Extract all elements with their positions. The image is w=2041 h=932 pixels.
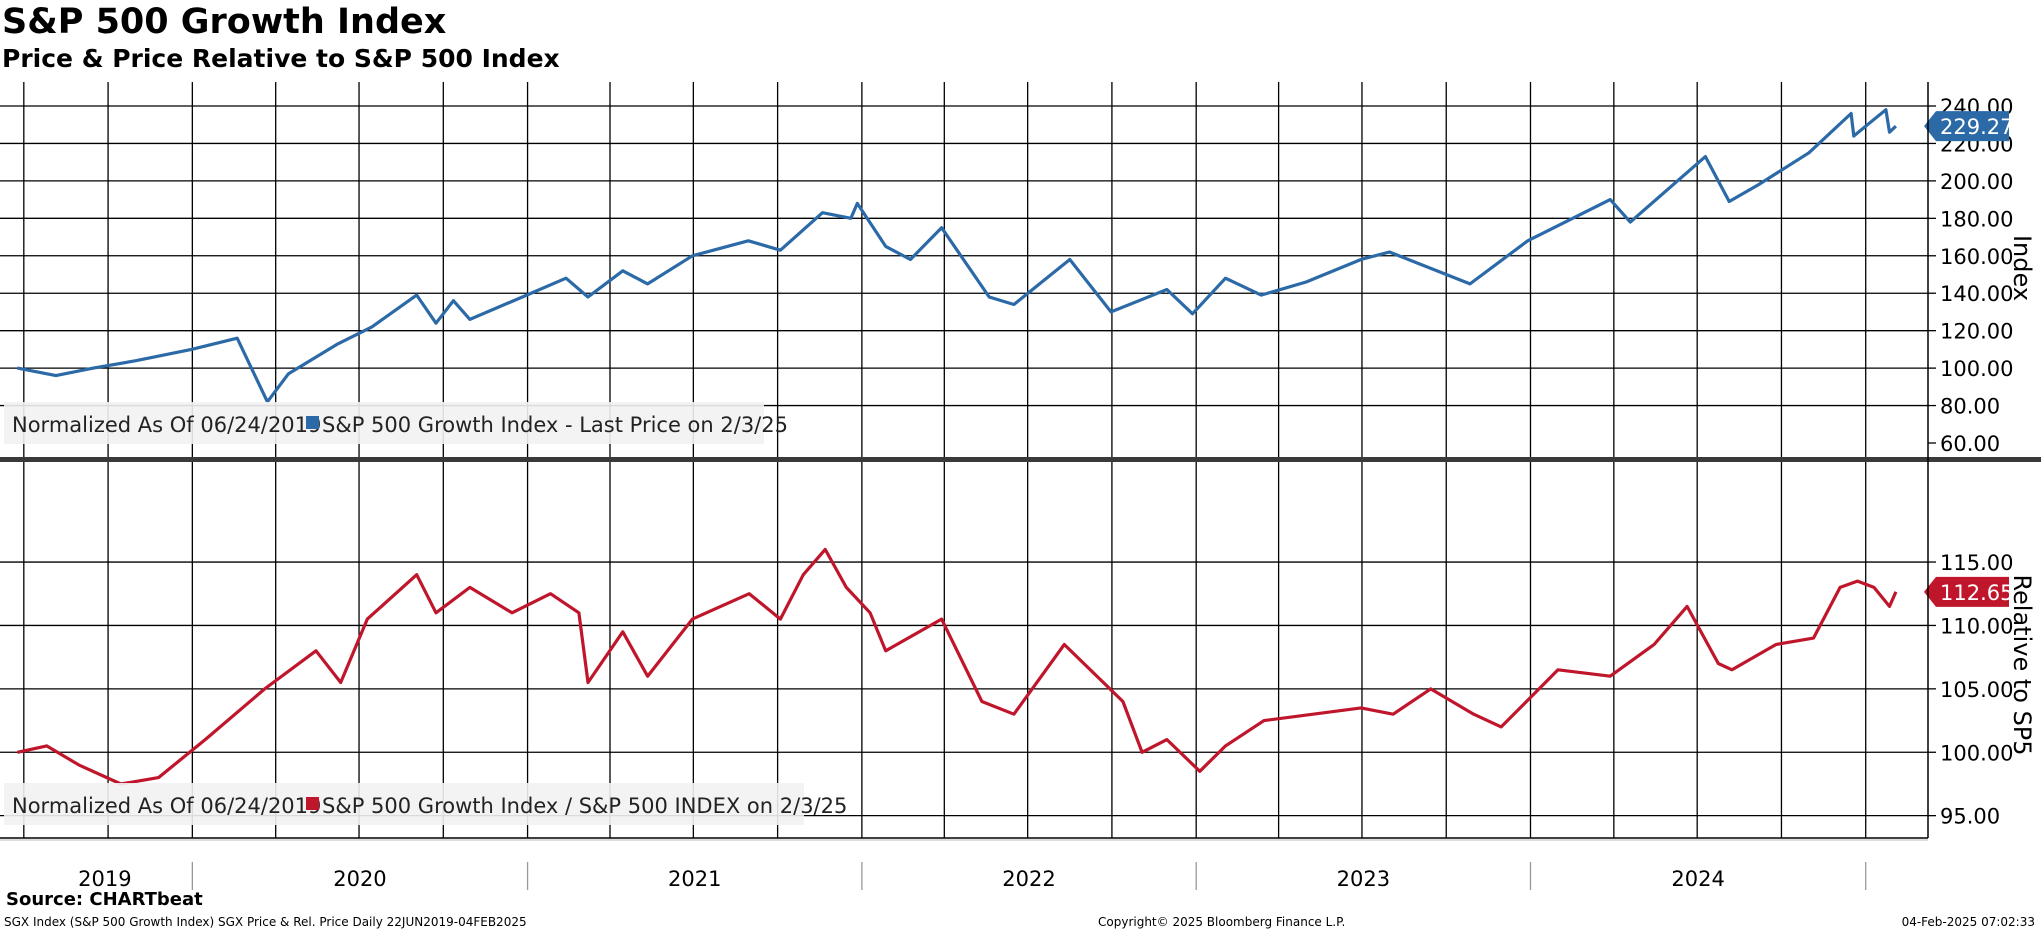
y-tick-label: 100.00 xyxy=(1940,357,2013,381)
legend-swatch xyxy=(306,797,319,810)
last-value-text: 229.27 xyxy=(1940,115,2013,139)
y-tick-label: 80.00 xyxy=(1940,395,2000,419)
price-series-line xyxy=(17,108,1898,404)
legend-background xyxy=(4,783,804,825)
price-legend: Normalized As Of 06/24/2019 S&P 500 Growt… xyxy=(4,402,788,444)
y-tick-label: 95.00 xyxy=(1940,805,2000,829)
x-tick-label: 2022 xyxy=(1002,867,1055,891)
relative-axis-label: Relative to SP5 xyxy=(2008,574,2036,755)
footer-copyright: Copyright© 2025 Bloomberg Finance L.P. xyxy=(1098,915,1346,929)
legend-swatch xyxy=(306,416,319,429)
price-axis-label: Index xyxy=(2008,235,2036,301)
x-tick-label: 2024 xyxy=(1671,867,1724,891)
y-tick-label: 200.00 xyxy=(1940,170,2013,194)
source-label: Source: CHARTbeat xyxy=(6,889,203,910)
footer-timestamp: 04-Feb-2025 07:02:33 xyxy=(1901,915,2035,929)
y-tick-label: 180.00 xyxy=(1940,207,2013,231)
y-tick-label: 100.00 xyxy=(1940,741,2013,765)
x-tick-label: 2021 xyxy=(668,867,721,891)
panel-relative: 115.00 110.00 105.00 100.00 95.00 Normalized … xyxy=(0,547,2036,829)
legend-background xyxy=(4,402,764,444)
y-tick-label: 160.00 xyxy=(1940,245,2013,269)
x-tick-label: 2020 xyxy=(333,867,386,891)
relative-last-value-flag: 112.65 xyxy=(1924,576,2013,607)
legend-note: Normalized As Of 06/24/2019 xyxy=(12,413,321,437)
panel-price: 240.00220.00200.00180.00160.00140.00120.… xyxy=(0,95,2036,456)
price-last-value-flag: 229.27 xyxy=(1924,111,2013,142)
legend-label: S&P 500 Growth Index - Last Price on 2/3… xyxy=(322,413,788,437)
chart-subtitle: Price & Price Relative to S&P 500 Index xyxy=(2,44,560,73)
relative-series-line xyxy=(17,547,1898,786)
relative-legend: Normalized As Of 06/24/2019 S&P 500 Growt… xyxy=(4,783,847,825)
chart-title: S&P 500 Growth Index xyxy=(2,2,447,42)
legend-note: Normalized As Of 06/24/2019 xyxy=(12,794,321,818)
footer-description: SGX Index (S&P 500 Growth Index) SGX Pri… xyxy=(4,915,527,929)
y-tick-label: 115.00 xyxy=(1940,551,2013,575)
last-value-text: 112.65 xyxy=(1940,581,2013,605)
last-value-badge xyxy=(1924,111,2009,142)
panel-separator xyxy=(0,457,2041,462)
x-tick-label: 2023 xyxy=(1337,867,1390,891)
legend-label: S&P 500 Growth Index / S&P 500 INDEX on … xyxy=(322,794,847,818)
y-tick-label: 105.00 xyxy=(1940,678,2013,702)
y-tick-label: 120.00 xyxy=(1940,320,2013,344)
x-axis: 2019 2020 2021 2022 2023 2024 xyxy=(0,837,1928,891)
y-tick-label: 140.00 xyxy=(1940,282,2013,306)
x-tick-label: 2019 xyxy=(78,867,131,891)
y-tick-label: 60.00 xyxy=(1940,432,2000,456)
last-value-badge xyxy=(1924,576,2009,607)
y-tick-label: 110.00 xyxy=(1940,614,2013,638)
